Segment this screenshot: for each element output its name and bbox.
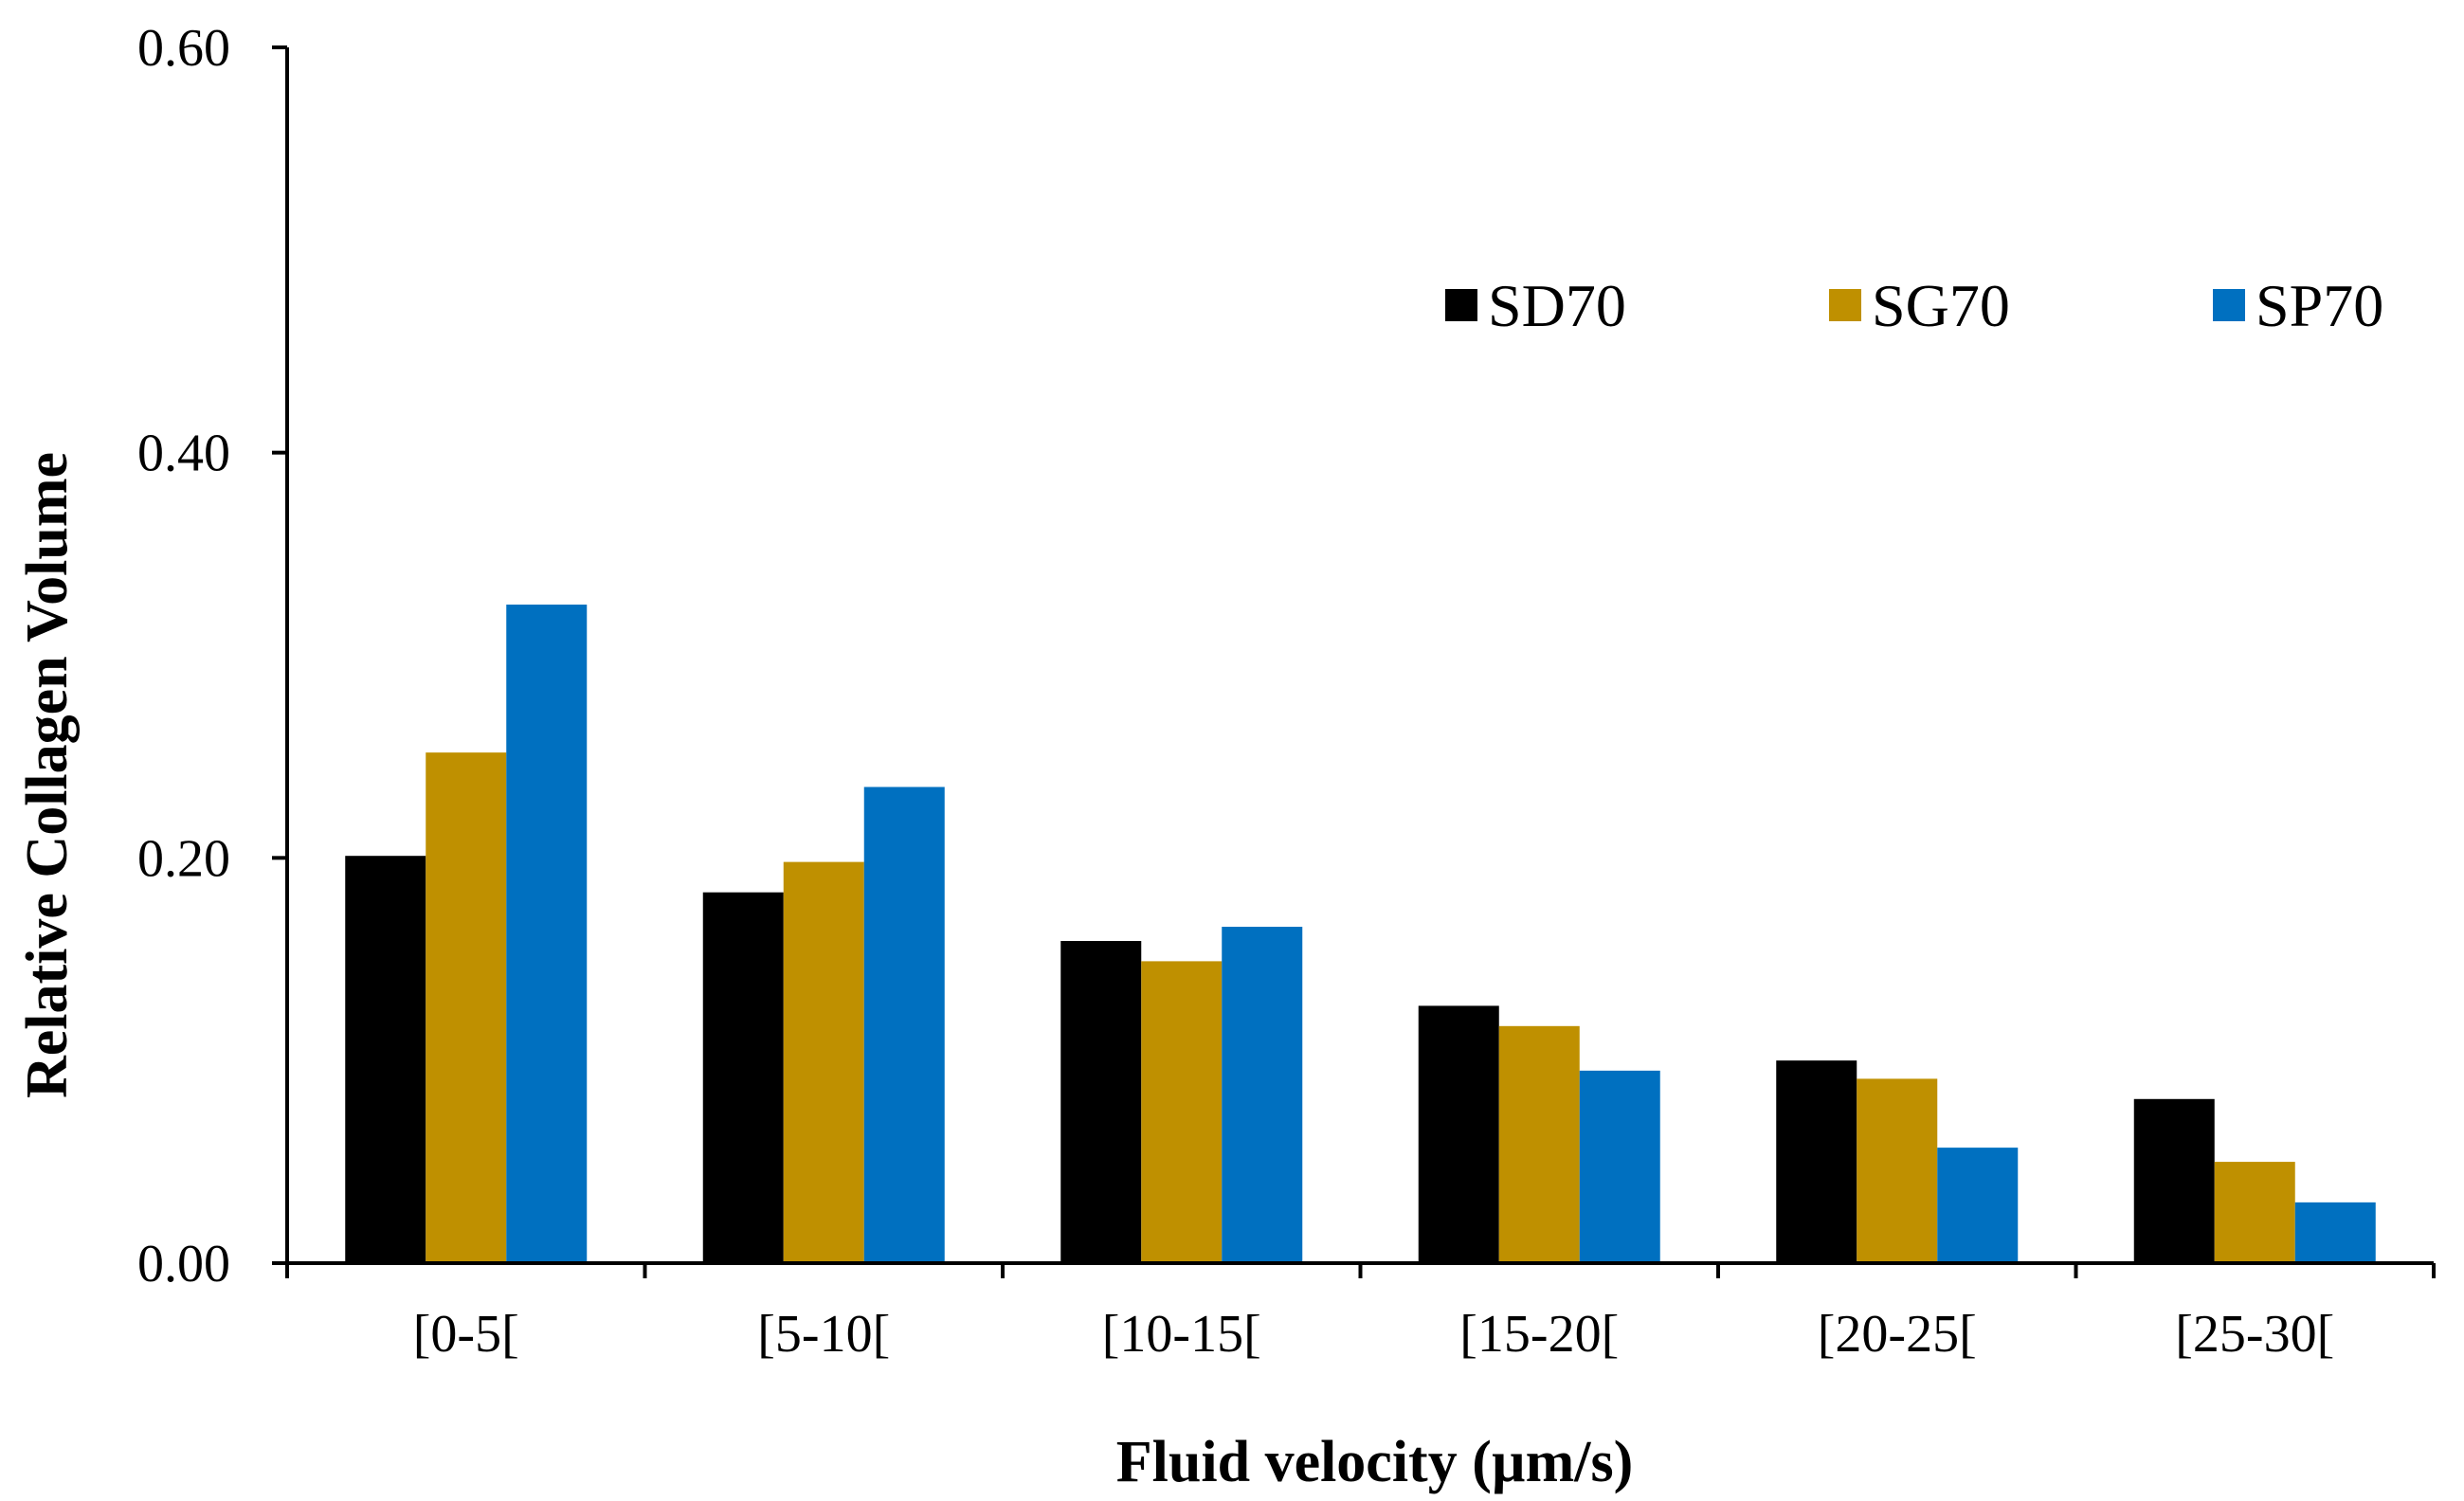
x-tick-label: [15-20[ [1459,1305,1619,1364]
bar-sg70-1 [783,861,864,1263]
bar-sd70-3 [1418,1005,1499,1263]
bar-sg70-5 [2214,1162,2295,1263]
y-axis-title: Relative Collagen Volume [15,452,80,1098]
legend-swatch-sd70 [1445,289,1477,321]
bar-sp70-5 [2294,1202,2376,1263]
bar-sd70-0 [345,856,426,1263]
bar-sp70-1 [863,787,945,1263]
bar-sd70-2 [1060,941,1142,1263]
y-tick-label: 0.40 [137,425,230,483]
legend: SD70 SG70 SP70 [1445,272,2383,339]
bar-sp70-2 [1222,927,1303,1263]
y-tick-label: 0.60 [137,19,230,78]
legend-swatch-sg70 [1829,289,1861,321]
y-tick-label: 0.20 [137,829,230,888]
x-tick-label: [0-5[ [413,1305,519,1364]
bar-sd70-5 [2133,1098,2215,1263]
bar-sd70-1 [702,892,784,1263]
x-ticks: [0-5[ [5-10[ [10-15[ [15-20[ [20-25[ [25-30[ [285,1263,2436,1364]
y-tick-label: 0.00 [137,1235,230,1293]
bar-sg70-3 [1498,1025,1580,1263]
bar-sp70-0 [506,605,588,1263]
y-ticks: 0.00 0.20 0.40 0.60 [137,19,287,1293]
axes-layer [285,47,2434,1265]
x-tick-label: [25-30[ [2175,1305,2334,1364]
bar-sp70-3 [1579,1070,1660,1263]
legend-swatch-sp70 [2213,289,2245,321]
x-axis-title: Fluid velocity (µm/s) [1116,1430,1633,1494]
legend-label-sd70: SD70 [1488,272,1626,339]
bar-sg70-0 [426,752,507,1263]
x-tick-label: [20-25[ [1818,1305,1977,1364]
x-tick-label: [10-15[ [1102,1305,1261,1364]
bar-sp70-4 [1937,1148,2019,1263]
bar-sg70-4 [1857,1078,1938,1263]
bar-sd70-4 [1776,1060,1857,1263]
bar-sg70-2 [1141,961,1223,1263]
legend-label-sp70: SP70 [2256,272,2383,339]
x-tick-label: [5-10[ [757,1305,890,1364]
bars-layer [345,605,2376,1263]
legend-label-sg70: SG70 [1872,272,2010,339]
